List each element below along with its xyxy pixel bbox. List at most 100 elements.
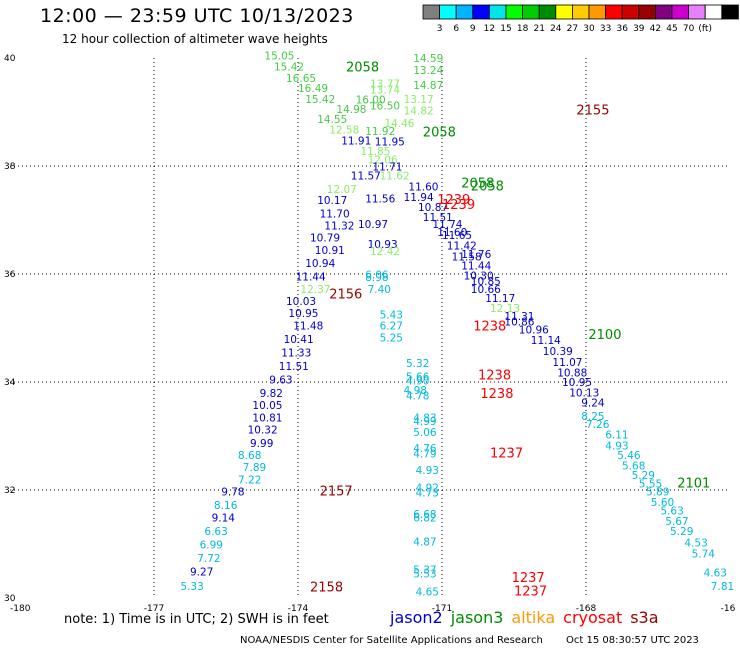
wave-height-label: 16.65: [286, 73, 316, 85]
wave-height-label: 11.85: [360, 146, 390, 158]
legend-label: 15: [500, 24, 511, 34]
wave-height-label: 4.78: [406, 390, 429, 402]
wave-height-label: 15.42: [274, 61, 304, 73]
pass-time-label: 1237: [514, 584, 547, 599]
wave-height-label: 11.94: [404, 192, 434, 204]
satellite-name: s3a: [630, 608, 659, 627]
legend-label: 33: [600, 24, 611, 34]
wave-height-label: 11.60: [437, 227, 467, 239]
wave-height-label: 10.94: [305, 258, 335, 270]
wave-height-label: 11.14: [531, 335, 561, 347]
legend-label: (ft): [698, 24, 712, 34]
wave-height-label: 8.68: [238, 450, 261, 462]
wave-height-label: 5.89: [646, 486, 669, 498]
wave-height-label: 10.81: [252, 412, 282, 424]
wave-height-label: 11.33: [281, 348, 311, 360]
wave-height-label: 10.39: [543, 346, 573, 358]
pass-time-label: 2100: [588, 328, 621, 343]
wave-height-label: 11.48: [293, 321, 323, 333]
pass-time-label: 2156: [329, 287, 362, 302]
wave-height-label: 7.89: [243, 462, 266, 474]
wave-height-label: 9.24: [581, 397, 605, 409]
wave-height-label: 14.55: [317, 114, 347, 126]
wave-height-label: 4.99: [413, 416, 436, 428]
wave-height-label: 13.74: [370, 85, 400, 97]
map-subtitle: 12 hour collection of altimeter wave hei…: [62, 32, 328, 46]
legend-label: 70: [683, 24, 695, 34]
legend-label: 24: [550, 24, 562, 34]
axis-ticks: -180 -177 -174 -171 -168 -16 40 38 36 34 32 30: [4, 54, 736, 614]
wave-height-label: 11.95: [375, 136, 405, 148]
wave-height-labels: 15.05 14.59 15.42 13.24 16.65 13.77 14.87 16.49…: [180, 51, 734, 599]
pass-time-label: 1238: [478, 368, 511, 383]
wave-height-label: 16.49: [298, 83, 328, 95]
pass-time-label: 2058: [471, 179, 504, 194]
wave-height-label: 5.63: [660, 505, 683, 517]
wave-height-label: 5.06: [413, 427, 437, 439]
wave-height-label: 10.30: [464, 270, 494, 282]
wave-height-label: 6.27: [380, 321, 403, 333]
wave-height-label: 13.17: [404, 94, 434, 106]
wave-height-label: 10.41: [284, 334, 314, 346]
wave-height-label: 4.93: [416, 465, 439, 477]
wave-height-label: 12.06: [368, 154, 398, 166]
wave-height-label: 7.22: [238, 475, 261, 487]
wave-height-label: 14.82: [404, 106, 434, 118]
wave-height-label: 10.17: [317, 195, 347, 207]
wave-height-label: 12.07: [327, 184, 357, 196]
generated-timestamp: Oct 15 08:30:57 UTC 2023: [566, 635, 699, 646]
lat-tick-label: 32: [4, 486, 15, 496]
wave-height-label: 5.29: [670, 526, 693, 538]
wave-height-label: 10.86: [504, 316, 534, 328]
legend-label: 6: [453, 24, 459, 34]
wave-height-label: 5.37: [413, 565, 436, 577]
satellite-name: altika: [511, 608, 556, 627]
wave-height-label: 14.87: [413, 80, 443, 92]
wave-height-label: 5.68: [622, 460, 645, 472]
legend-label: 21: [533, 24, 544, 34]
wave-height-label: 10.96: [519, 324, 549, 336]
lat-lon-grid: [10, 58, 730, 598]
wave-height-label: 9.78: [221, 486, 244, 498]
wave-height-label: 13.77: [370, 79, 400, 91]
pass-time-label: 1239: [442, 198, 475, 213]
wave-height-label: 9.27: [190, 566, 213, 578]
wave-height-label: 7.72: [197, 553, 220, 565]
wave-height-label: 12.37: [300, 284, 330, 296]
satellite-name: jason2: [390, 608, 443, 627]
legend-label: 39: [633, 24, 645, 34]
pass-time-label: 1239: [437, 193, 470, 208]
wave-height-label: 10.79: [310, 233, 340, 245]
wave-height-label: 11.92: [365, 126, 395, 138]
wave-height-label: 5.67: [665, 516, 688, 528]
wave-height-label: 10.66: [471, 284, 501, 296]
wave-height-label: 10.91: [315, 245, 345, 257]
wave-height-label: 12.13: [490, 303, 520, 315]
wave-height-label: 9.14: [212, 512, 236, 524]
wave-height-label: 11.44: [461, 261, 491, 273]
wave-height-label: 11.51: [279, 361, 309, 373]
wave-height-label: 5.33: [180, 581, 203, 593]
wave-height-label: 4.92: [416, 483, 439, 495]
wave-height-label: 8.25: [581, 411, 604, 423]
wave-height-label: 11.74: [432, 219, 462, 231]
wave-height-label: 10.03: [286, 296, 316, 308]
wave-height-label: 16.50: [370, 100, 400, 112]
wave-height-label: 7.40: [368, 284, 391, 296]
wave-height-label: 8.98: [365, 272, 388, 284]
wave-height-label: 11.62: [380, 171, 410, 183]
pass-time-label: 2058: [461, 177, 494, 192]
legend-label: 30: [583, 24, 595, 34]
pass-time-label: 2058: [346, 61, 379, 76]
lat-tick-label: 36: [4, 270, 16, 280]
wave-height-label: 4.87: [413, 537, 436, 549]
wave-height-label: 4.63: [704, 567, 727, 579]
wave-height-label: 12.42: [370, 246, 400, 258]
lon-tick-label: -171: [432, 604, 452, 614]
wave-height-label: 11.57: [351, 171, 381, 183]
legend-swatch: [721, 4, 739, 20]
wave-height-label: 14.46: [384, 118, 414, 130]
wave-height-label: 10.32: [248, 424, 278, 436]
wave-height-label: 16.00: [356, 94, 386, 106]
